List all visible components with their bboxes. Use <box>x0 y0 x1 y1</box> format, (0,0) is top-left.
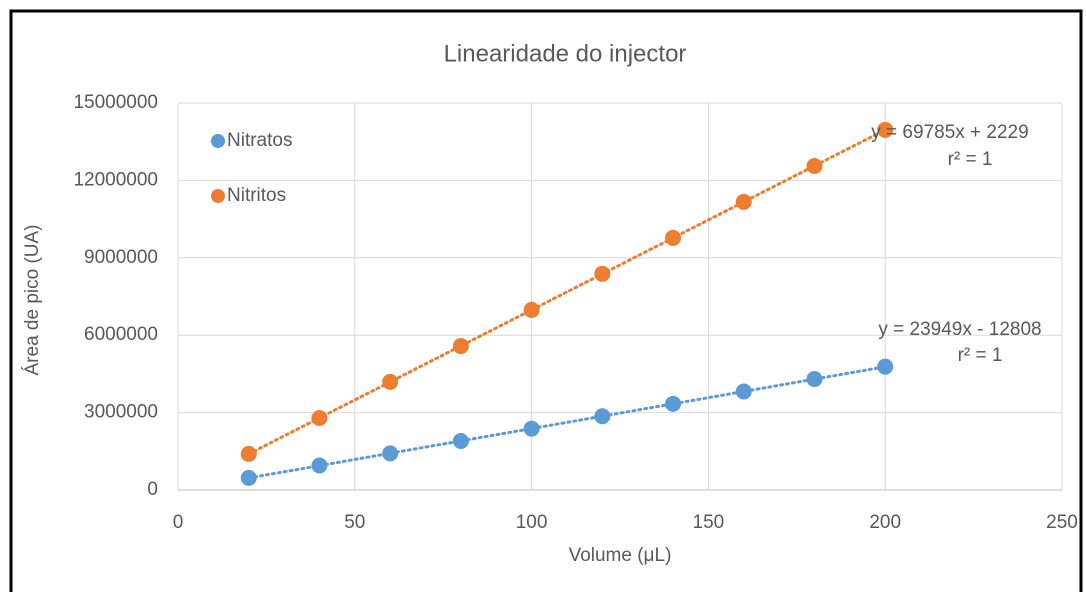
x-tick-label: 0 <box>173 512 184 533</box>
data-point <box>665 395 682 412</box>
data-point <box>523 420 540 437</box>
trendline <box>247 128 887 456</box>
data-point <box>382 445 399 462</box>
data-point <box>877 358 894 375</box>
chart-title: Linearidade do injector <box>444 40 687 67</box>
x-tick-label: 100 <box>516 512 548 533</box>
data-point <box>382 373 399 390</box>
legend-label: Nitratos <box>227 130 292 151</box>
x-tick-label: 200 <box>869 512 901 533</box>
x-tick-label: 50 <box>344 512 365 533</box>
y-tick-label: 6000000 <box>84 324 158 345</box>
data-point <box>311 457 328 474</box>
data-point <box>452 432 469 449</box>
y-axis-label: Área de pico (UA) <box>22 224 43 375</box>
data-point <box>452 338 469 355</box>
legend-label: Nitritos <box>227 185 286 206</box>
data-point <box>594 408 611 425</box>
y-tick-label: 12000000 <box>73 169 158 190</box>
data-point <box>806 371 823 388</box>
data-point <box>311 410 328 427</box>
legend-marker <box>211 189 225 203</box>
y-tick-label: 0 <box>147 479 158 500</box>
data-point <box>735 193 752 210</box>
data-point <box>240 469 257 486</box>
data-point <box>523 301 540 318</box>
data-point <box>877 121 894 138</box>
data-point <box>735 383 752 400</box>
data-point <box>240 445 257 462</box>
trendline-r2: r² = 1 <box>948 149 993 170</box>
data-point <box>806 157 823 174</box>
y-tick-label: 3000000 <box>84 402 158 423</box>
data-point <box>665 229 682 246</box>
x-tick-label: 150 <box>693 512 725 533</box>
y-tick-label: 15000000 <box>73 92 158 113</box>
legend-marker <box>211 134 225 148</box>
y-tick-label: 9000000 <box>84 247 158 268</box>
trendline-label: y = 69785x + 2229 <box>871 122 1028 143</box>
trendline-label: y = 23949x - 12808 <box>878 319 1041 340</box>
data-point <box>594 265 611 282</box>
x-tick-label: 250 <box>1046 512 1078 533</box>
trendline-r2: r² = 1 <box>958 345 1003 366</box>
x-axis-label: Volume (μL) <box>569 545 672 566</box>
trendline <box>247 365 887 480</box>
chart-frame <box>9 9 1083 592</box>
